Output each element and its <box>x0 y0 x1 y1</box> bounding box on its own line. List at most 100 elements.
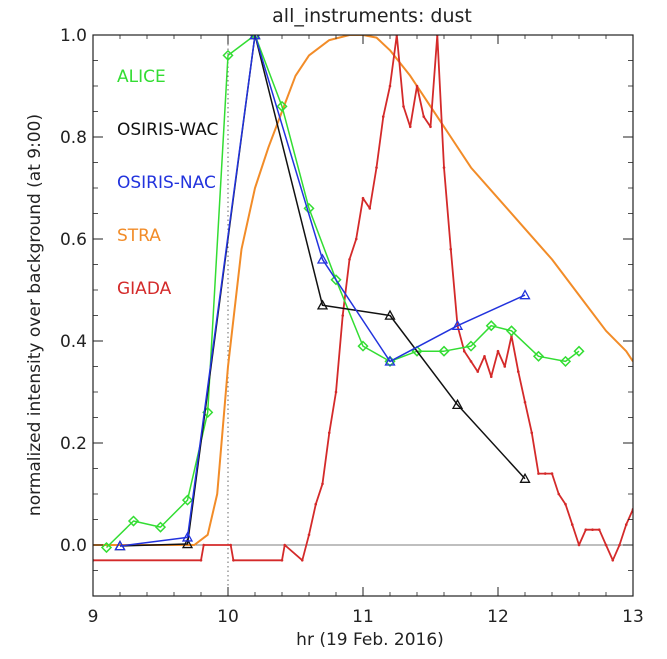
data-point-giada <box>429 125 432 129</box>
data-point-giada <box>496 349 500 353</box>
data-point-giada <box>348 258 351 261</box>
data-point-osiris-wac <box>451 398 464 410</box>
data-point-giada <box>402 105 405 108</box>
data-point-giada <box>354 237 358 241</box>
data-point-giada <box>624 523 628 526</box>
data-point-osiris-wac <box>316 299 329 310</box>
y-tick-label: 0.8 <box>60 128 87 148</box>
data-point-osiris-wac <box>384 309 396 320</box>
data-point-alice <box>222 49 234 61</box>
data-point-giada <box>341 314 345 317</box>
data-point-giada <box>408 125 412 129</box>
data-point-giada <box>381 115 385 118</box>
data-point-alice <box>532 350 545 362</box>
legend-label-osiris-nac: OSIRIS-NAC <box>117 173 216 193</box>
data-point-giada <box>503 365 507 368</box>
data-point-alice <box>465 340 477 352</box>
data-point-giada <box>483 355 486 358</box>
x-tick-label: 11 <box>352 607 374 627</box>
data-point-giada <box>449 247 453 251</box>
data-point-giada <box>584 528 588 531</box>
data-point-giada <box>199 559 203 562</box>
data-point-giada <box>537 472 540 475</box>
data-point-alice <box>573 345 585 357</box>
legend-label-osiris-wac: OSIRIS-WAC <box>117 120 218 140</box>
series-line-giada <box>93 35 633 562</box>
y-tick-label: 0.6 <box>60 230 87 250</box>
legend-label-stra: STRA <box>117 226 161 246</box>
data-point-giada <box>564 502 567 506</box>
data-point-alice <box>100 541 113 554</box>
data-point-giada <box>469 360 473 363</box>
data-point-alice <box>485 320 497 332</box>
data-point-giada <box>321 482 324 486</box>
data-point-giada <box>489 375 493 379</box>
data-point-giada <box>232 559 235 562</box>
series-line-osiris-nac <box>119 35 526 547</box>
data-point-alice <box>127 515 140 527</box>
x-tick-label: 13 <box>622 607 644 627</box>
data-point-giada <box>334 390 338 394</box>
data-point-giada <box>604 543 608 547</box>
data-point-giada <box>442 166 446 169</box>
data-point-giada <box>361 196 365 200</box>
x-tick-label: 9 <box>88 607 99 627</box>
data-point-giada <box>523 400 527 404</box>
data-point-giada <box>422 115 426 118</box>
data-point-giada <box>368 207 372 210</box>
x-axis-title: hr (19 Feb. 2016) <box>296 630 444 650</box>
data-point-giada <box>280 559 284 562</box>
series-line-osiris-wac <box>119 35 526 547</box>
data-point-alice <box>505 325 518 337</box>
data-point-osiris-nac <box>519 289 531 300</box>
data-point-giada <box>591 528 594 531</box>
data-point-osiris-nac <box>451 319 464 330</box>
data-point-osiris-wac <box>181 538 194 549</box>
data-point-giada <box>300 559 304 562</box>
data-point-giada <box>557 492 561 496</box>
data-point-giada <box>516 370 520 373</box>
data-point-giada <box>283 543 287 547</box>
data-point-giada <box>550 472 554 475</box>
y-axis-title: normalized intensity over background (at… <box>25 114 45 516</box>
data-point-alice <box>330 274 342 286</box>
data-point-osiris-wac <box>519 472 531 483</box>
data-point-giada <box>618 543 621 547</box>
y-tick-label: 1.0 <box>60 26 87 46</box>
y-tick-label: 0.2 <box>60 434 87 454</box>
data-point-giada <box>375 166 378 169</box>
axes: 9 10 11 12 13 0.0 0.2 0.4 0.6 0.8 1.0 <box>60 26 644 627</box>
legend-label-alice: ALICE <box>117 67 166 87</box>
data-point-giada <box>307 533 311 537</box>
x-tick-label: 12 <box>487 607 509 627</box>
data-point-alice <box>181 494 194 506</box>
data-point-giada <box>597 528 601 531</box>
data-point-alice <box>438 345 450 357</box>
data-point-giada <box>462 349 466 353</box>
data-point-alice <box>411 345 423 357</box>
data-point-alice <box>154 521 167 533</box>
data-point-osiris-nac <box>181 531 194 542</box>
data-point-giada <box>388 84 392 88</box>
chart-title: all_instruments: dust <box>272 5 472 27</box>
x-tick-label: 10 <box>217 607 239 627</box>
data-point-giada <box>415 84 419 88</box>
y-tick-label: 0.4 <box>60 332 87 352</box>
data-point-giada <box>202 543 205 547</box>
series-line-stra <box>93 35 633 546</box>
data-point-alice <box>357 340 369 352</box>
data-point-giada <box>229 543 232 547</box>
data-point-giada <box>530 431 534 435</box>
legend-label-giada: GIADA <box>117 279 172 299</box>
plot-area <box>93 35 633 596</box>
data-point-alice <box>559 355 572 367</box>
data-point-osiris-nac <box>316 253 329 264</box>
data-point-giada <box>476 370 480 373</box>
data-point-giada <box>327 431 331 435</box>
data-point-osiris-nac <box>384 355 396 366</box>
data-point-giada <box>611 559 615 562</box>
data-point-giada <box>314 502 318 506</box>
y-tick-label: 0.0 <box>60 536 87 556</box>
data-point-giada <box>570 523 574 526</box>
